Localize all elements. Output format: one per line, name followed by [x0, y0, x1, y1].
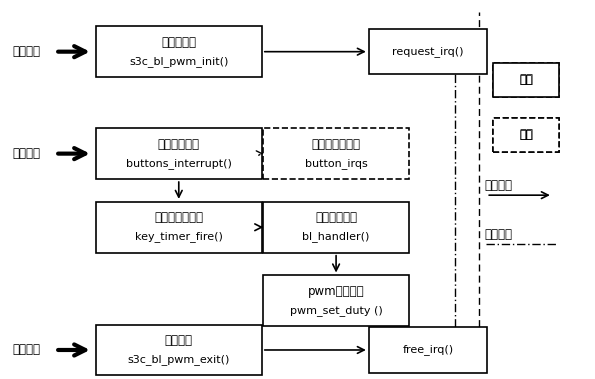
Text: buttons_interrupt(): buttons_interrupt(): [126, 158, 231, 169]
Bar: [369, 327, 487, 373]
Bar: [96, 326, 262, 374]
Text: 函数: 函数: [519, 75, 533, 85]
Text: key_timer_fire(): key_timer_fire(): [135, 231, 223, 242]
Text: pwm_set_duty (): pwm_set_duty (): [290, 305, 383, 316]
Text: 数据操作: 数据操作: [484, 228, 512, 241]
Text: 中断描述符数组: 中断描述符数组: [312, 138, 361, 151]
Text: 中断发生: 中断发生: [12, 147, 40, 160]
Bar: [493, 63, 559, 97]
Text: 初始化函数: 初始化函数: [161, 36, 196, 49]
Text: 中断处理函数: 中断处理函数: [158, 138, 200, 151]
Text: 背光调节函数: 背光调节函数: [315, 211, 357, 224]
Text: 数据: 数据: [519, 130, 533, 140]
Text: 退出函数: 退出函数: [165, 334, 193, 347]
Bar: [369, 29, 487, 74]
Text: 数据: 数据: [519, 128, 533, 141]
Text: pwm设置函数: pwm设置函数: [308, 285, 364, 298]
Bar: [493, 118, 559, 152]
Text: s3c_bl_pwm_exit(): s3c_bl_pwm_exit(): [127, 354, 230, 365]
Text: s3c_bl_pwm_init(): s3c_bl_pwm_init(): [129, 56, 228, 67]
Bar: [96, 26, 262, 77]
Text: 函数调用: 函数调用: [484, 179, 512, 192]
Bar: [493, 63, 559, 97]
Text: button_irqs: button_irqs: [305, 158, 368, 169]
Text: 加载驱动: 加载驱动: [12, 45, 40, 58]
Text: 卸载驱动: 卸载驱动: [12, 343, 40, 357]
Bar: [264, 202, 409, 253]
Bar: [264, 128, 409, 179]
Bar: [96, 128, 262, 179]
Bar: [264, 276, 409, 326]
Text: 定时器处理函数: 定时器处理函数: [154, 211, 203, 224]
Text: free_irq(): free_irq(): [403, 345, 453, 356]
Text: 函数: 函数: [519, 74, 533, 86]
Bar: [96, 202, 262, 253]
Text: bl_handler(): bl_handler(): [302, 231, 369, 242]
Bar: [493, 118, 559, 152]
Text: request_irq(): request_irq(): [392, 46, 464, 57]
